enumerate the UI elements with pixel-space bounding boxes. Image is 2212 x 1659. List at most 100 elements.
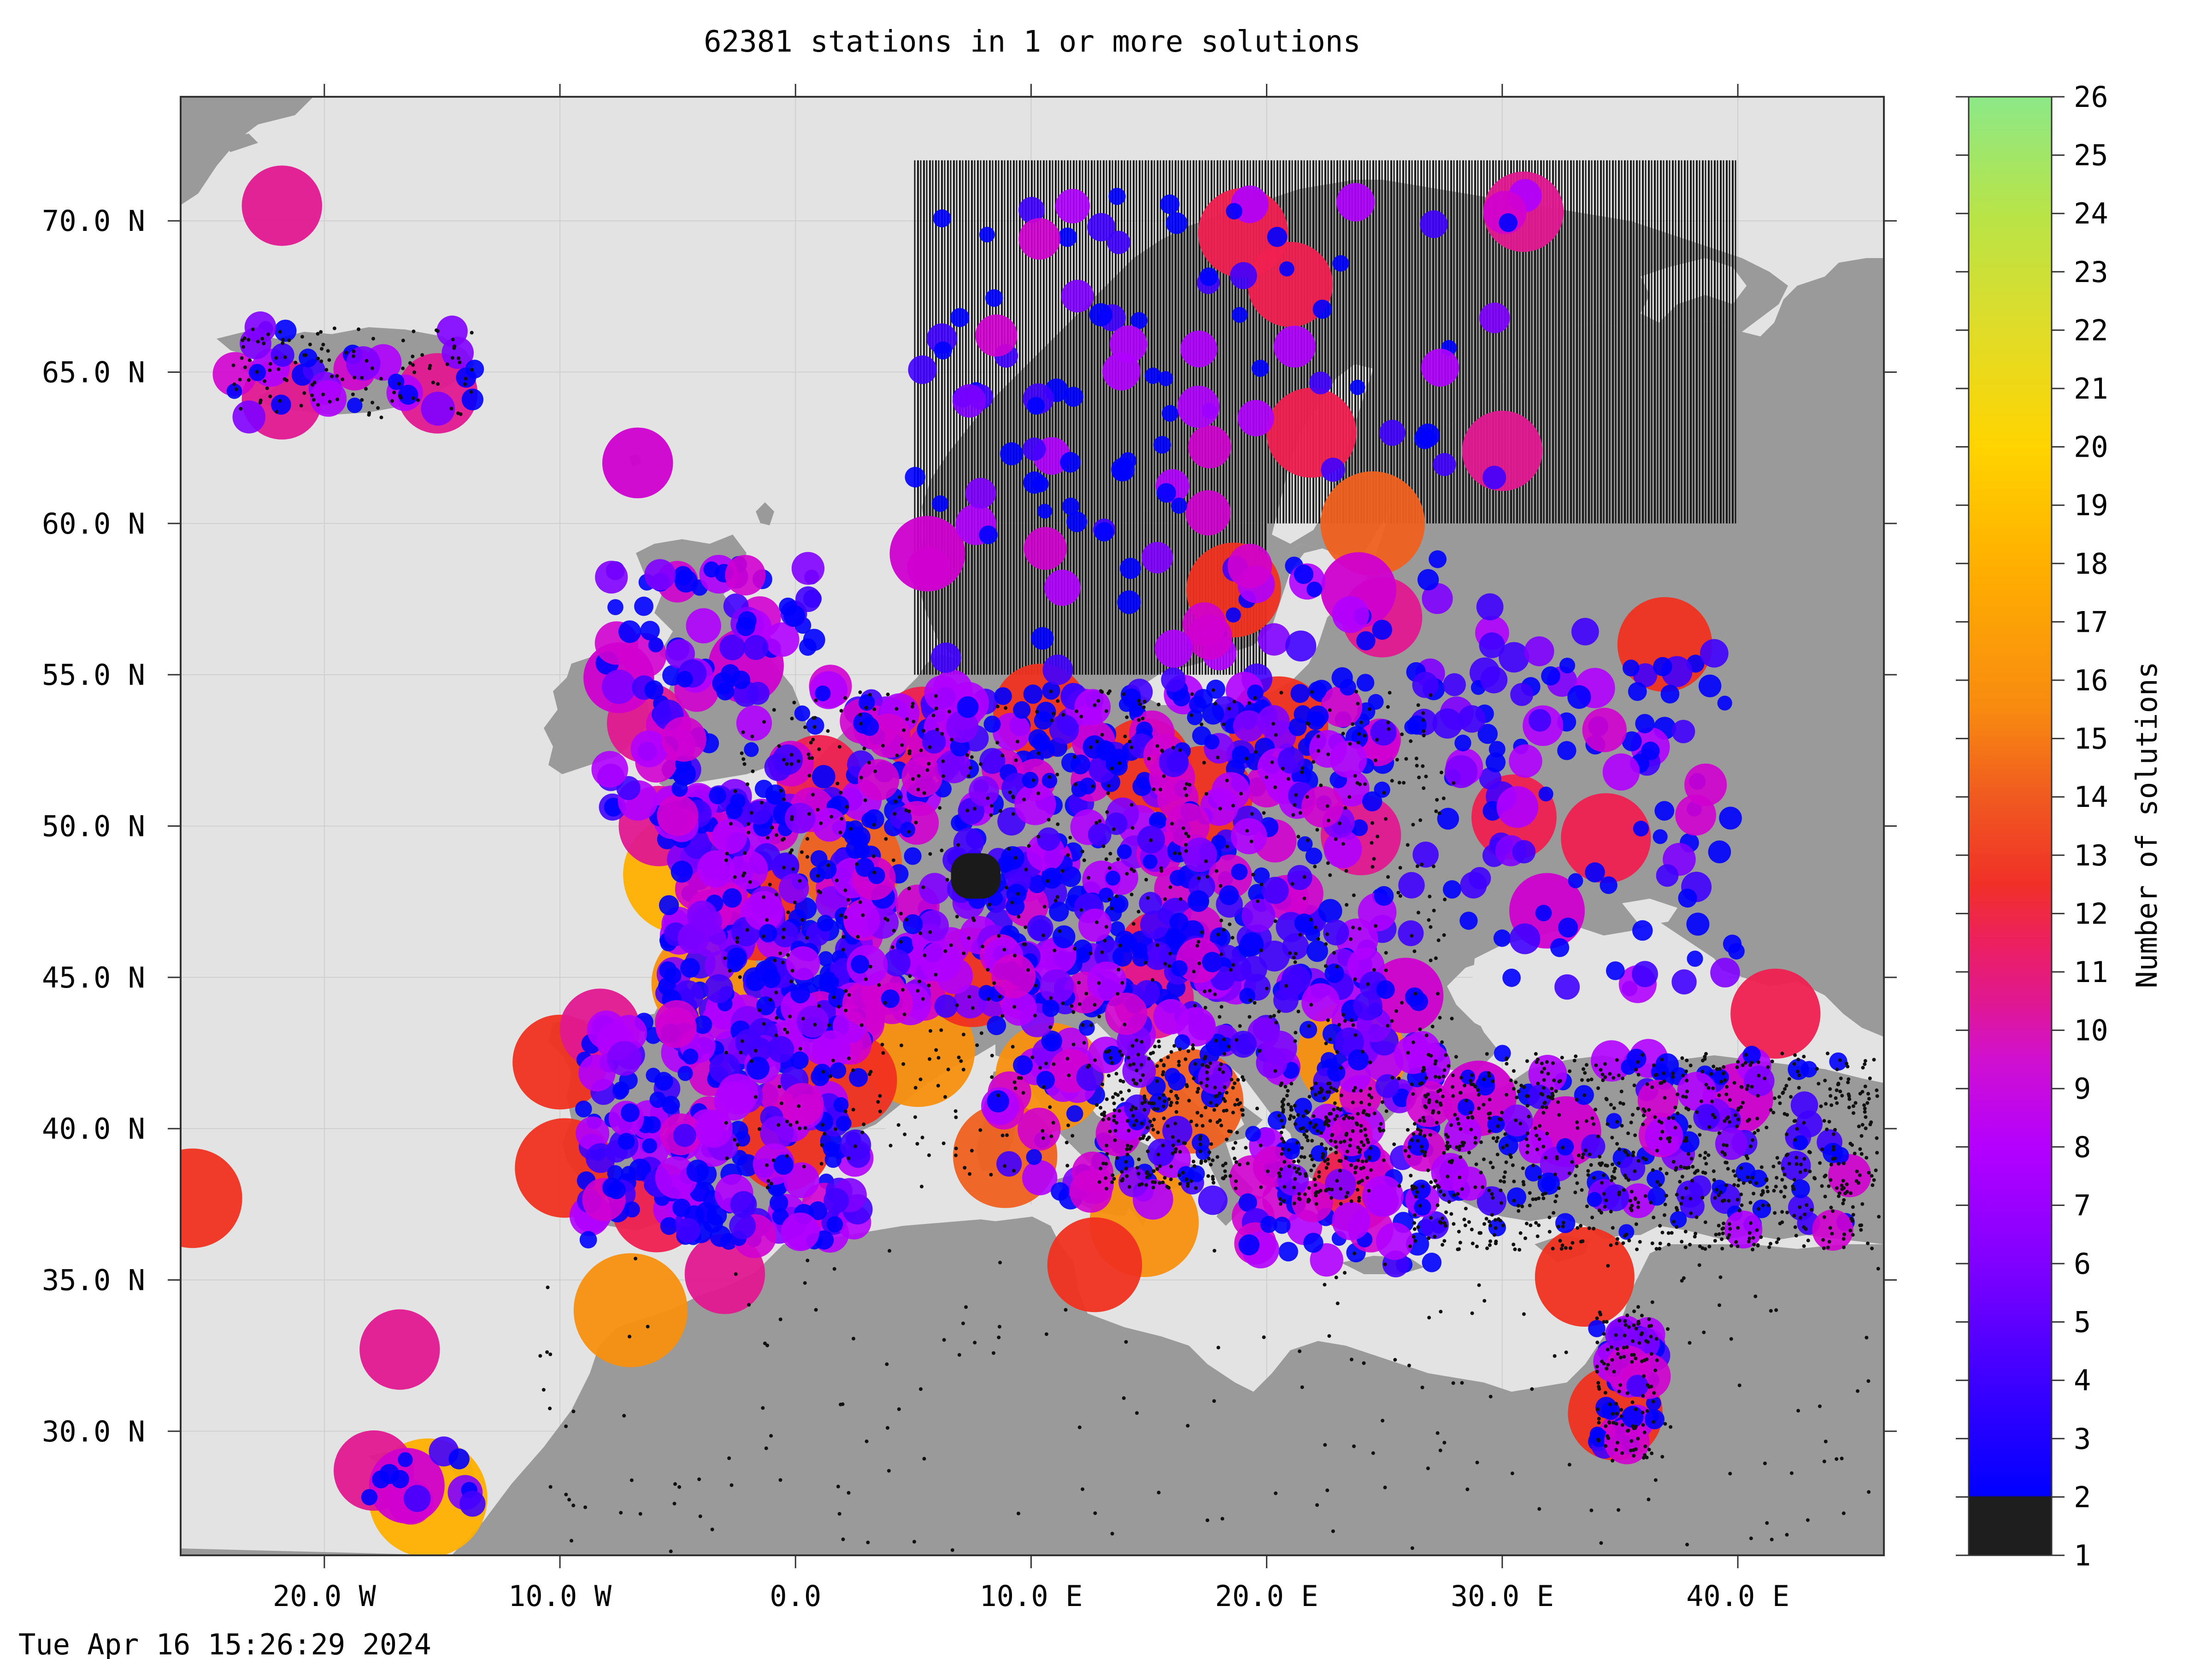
station-dot [1802, 1244, 1806, 1248]
station-dot [881, 744, 885, 748]
station-dot [330, 374, 334, 378]
station-dot [1418, 818, 1423, 822]
station-dot [1541, 1086, 1546, 1090]
station-dot [1688, 1124, 1692, 1129]
station-dot [1195, 944, 1200, 948]
station-dot [1163, 897, 1167, 901]
station-dot [841, 1537, 845, 1541]
station-dot [922, 1457, 926, 1461]
colorbar-tick-label: 7 [2074, 1188, 2091, 1222]
station-dot [1422, 734, 1426, 738]
station-marker [1398, 920, 1424, 947]
station-dot [316, 357, 320, 361]
station-dot [1184, 831, 1188, 835]
station-dot [778, 1478, 782, 1482]
station-dot [319, 330, 323, 334]
station-dot [1838, 1089, 1842, 1094]
station-dot [1765, 1125, 1769, 1130]
station-marker [1305, 926, 1320, 941]
station-dot [1167, 1097, 1171, 1101]
station-dot [1332, 1087, 1336, 1091]
station-dot [884, 837, 888, 841]
station-marker [1559, 658, 1576, 674]
station-dot [1390, 1076, 1394, 1080]
station-dot [1008, 790, 1012, 794]
station-dot [1777, 1237, 1781, 1241]
station-dot [758, 1127, 761, 1131]
station-dot [1831, 1147, 1835, 1152]
station-dot [1100, 1082, 1105, 1087]
station-dot [1111, 1095, 1115, 1099]
station-dot [1439, 771, 1443, 775]
station-dot [1619, 1089, 1624, 1094]
station-dot [788, 1014, 792, 1018]
station-dot [1798, 1170, 1802, 1174]
station-marker [1294, 705, 1312, 724]
station-marker [1278, 1241, 1298, 1262]
station-dot [1072, 755, 1077, 759]
station-dot [1685, 1059, 1689, 1063]
station-marker [1331, 667, 1353, 689]
colorbar-tick-label: 3 [2074, 1422, 2091, 1456]
station-dot [1114, 1071, 1118, 1076]
station-dot [1071, 1134, 1075, 1138]
station-dot [1223, 1085, 1227, 1089]
station-dot [1362, 1109, 1366, 1113]
station-dot [1451, 1085, 1455, 1089]
station-dot [1228, 1174, 1232, 1178]
station-dot [1414, 1194, 1418, 1199]
station-dot [1158, 1181, 1162, 1185]
station-marker [987, 1090, 1009, 1112]
station-dot [816, 874, 820, 878]
station-dot [1858, 1092, 1862, 1096]
station-dot [1494, 1241, 1498, 1246]
station-dot [878, 1109, 882, 1113]
station-dot [420, 353, 424, 357]
station-dot [1621, 1102, 1625, 1106]
station-dot [1590, 1215, 1594, 1219]
station-marker [957, 696, 979, 718]
station-dot [1124, 1166, 1128, 1171]
station-dot [724, 1121, 728, 1125]
station-dot [1209, 1100, 1213, 1105]
station-dot [1181, 1171, 1185, 1175]
station-dot [1310, 1157, 1314, 1161]
station-dot [1064, 1308, 1068, 1312]
station-dot [1847, 1094, 1851, 1098]
station-dot [841, 1402, 845, 1406]
station-marker [1231, 307, 1248, 323]
station-dot [1627, 1178, 1630, 1182]
station-marker [1509, 923, 1541, 954]
station-dot [360, 376, 364, 380]
station-dot [1371, 1451, 1375, 1455]
station-dot [1259, 1185, 1263, 1189]
station-dot [774, 1033, 778, 1037]
station-dot [1403, 1149, 1407, 1153]
station-marker [655, 1156, 698, 1199]
station-marker [1375, 1074, 1400, 1098]
station-dot [1366, 982, 1370, 986]
station-dot [1620, 1451, 1624, 1455]
station-dot [1125, 715, 1129, 719]
station-dot [1587, 1226, 1591, 1230]
station-dot [1641, 1394, 1645, 1398]
station-dot [469, 390, 473, 394]
station-dot [807, 756, 812, 760]
station-dot [1575, 1098, 1579, 1102]
station-dot [1316, 749, 1320, 753]
station-marker [1585, 862, 1605, 882]
station-marker [1079, 777, 1096, 794]
station-marker [881, 989, 900, 1008]
station-dot [837, 1512, 841, 1516]
station-dot [1359, 1124, 1363, 1128]
station-dot [1089, 1023, 1094, 1027]
station-marker [1421, 348, 1459, 387]
station-dot [1858, 1224, 1862, 1228]
station-dot [1655, 1180, 1659, 1184]
station-dot [798, 1047, 802, 1051]
station-dot [1416, 1139, 1420, 1143]
station-dot [1424, 774, 1428, 778]
station-dot [1785, 1211, 1789, 1215]
station-dot [748, 880, 752, 884]
station-dot [1192, 970, 1196, 974]
